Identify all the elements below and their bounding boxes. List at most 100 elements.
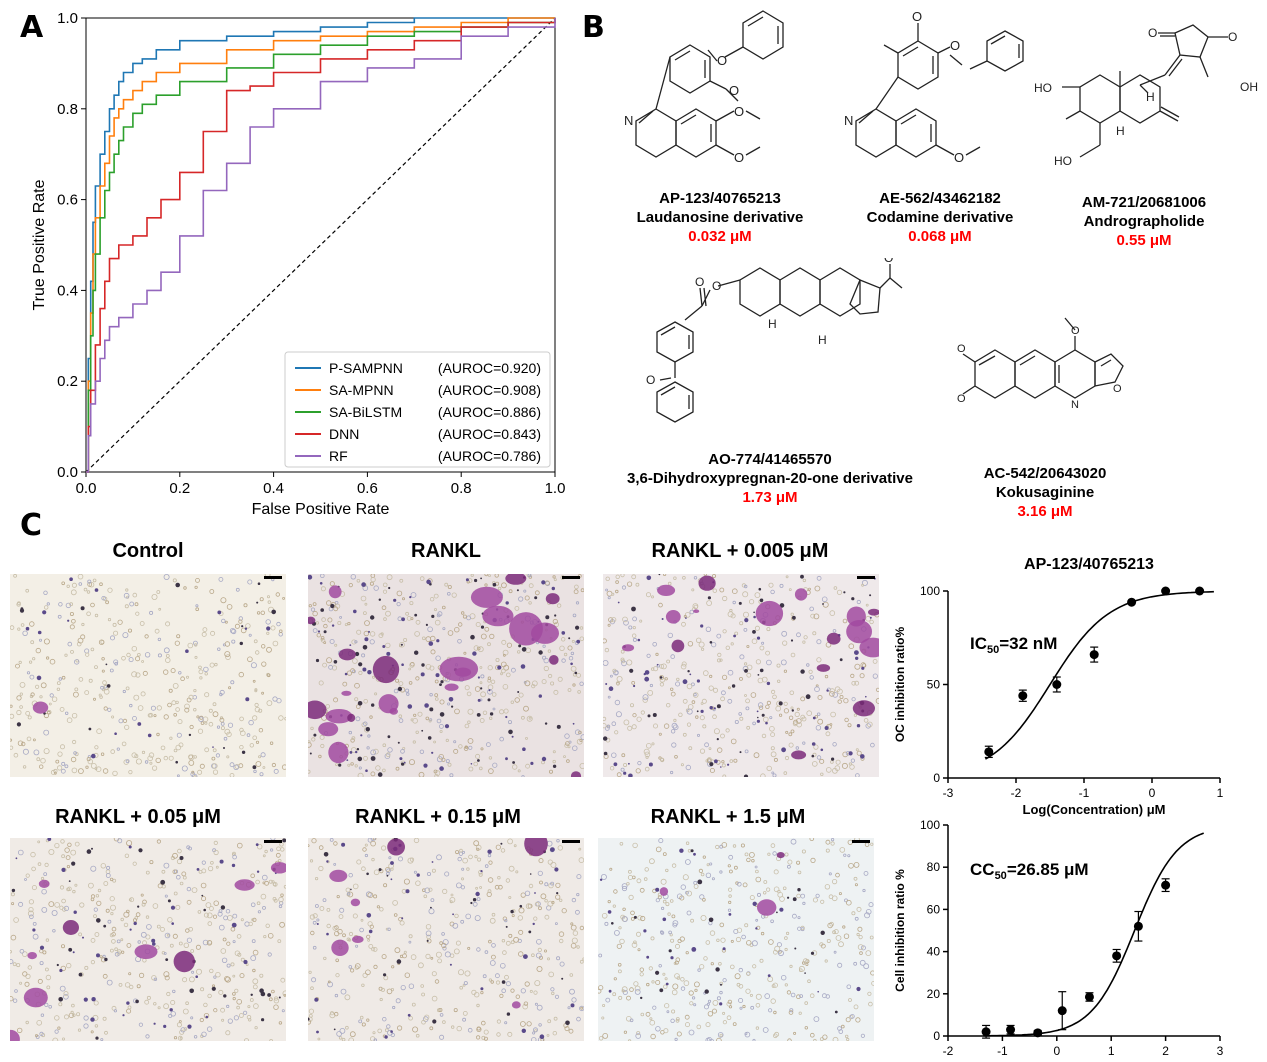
cell (69, 602, 73, 607)
cell (506, 672, 511, 678)
cell (338, 914, 344, 919)
cell (716, 996, 721, 1001)
cell (544, 914, 550, 920)
cell (254, 689, 258, 693)
cell (213, 900, 219, 906)
cell (185, 1001, 189, 1006)
micrograph-title: RANKL + 0.05 μM (55, 806, 221, 828)
cell (238, 671, 244, 678)
cell (664, 1003, 670, 1009)
cell (269, 848, 274, 852)
cell (848, 762, 852, 766)
cell (379, 997, 383, 1002)
nucleus (331, 624, 335, 627)
cell (231, 639, 236, 644)
cell (412, 718, 418, 724)
cell (197, 728, 204, 734)
nucleus (658, 574, 661, 576)
nucleus (544, 722, 548, 725)
nucleus (36, 675, 42, 681)
cell (207, 993, 212, 999)
y-tick-label: 100 (920, 818, 940, 832)
cell (359, 1015, 364, 1020)
cell (675, 681, 681, 687)
cell (123, 592, 130, 599)
cell (399, 920, 405, 926)
cell (658, 964, 662, 968)
cell (223, 736, 228, 741)
cell (252, 984, 258, 990)
cell (113, 630, 119, 636)
cell (531, 1037, 537, 1041)
cell (670, 770, 674, 775)
cell (693, 884, 699, 889)
cell (37, 840, 41, 844)
cell (176, 634, 181, 639)
nucleus (791, 709, 794, 712)
cell (705, 626, 712, 632)
cell (738, 967, 743, 973)
nucleus (256, 601, 259, 604)
cell (334, 925, 339, 930)
cell (32, 738, 36, 742)
cell (790, 992, 796, 998)
osteoclast (659, 887, 669, 896)
nucleus (731, 684, 736, 688)
osteoclast (859, 637, 879, 658)
osteoclast (38, 879, 50, 888)
cell (865, 950, 872, 956)
cell (137, 705, 144, 711)
cell (713, 687, 719, 693)
cell (439, 1034, 445, 1040)
cell (484, 950, 489, 954)
nucleus (554, 614, 557, 617)
y-tick-label: 0.4 (57, 282, 78, 299)
cell (658, 732, 662, 736)
cell (110, 948, 114, 953)
cell (480, 633, 487, 640)
nucleus (401, 663, 404, 666)
nucleus (420, 672, 425, 677)
cell (438, 753, 444, 760)
cell (220, 1007, 226, 1013)
nucleus (854, 650, 859, 655)
cell (436, 718, 442, 724)
nucleus (510, 909, 514, 914)
cell (193, 775, 197, 777)
cell (35, 647, 41, 654)
x-tick-label: -1 (997, 1044, 1008, 1058)
cell (531, 953, 535, 957)
cell (230, 962, 235, 967)
cell (272, 696, 278, 702)
cell (802, 901, 806, 906)
cell (57, 614, 62, 619)
cell (567, 745, 571, 749)
cell (34, 1034, 38, 1038)
cell (728, 894, 732, 898)
cell (856, 932, 860, 937)
cell (148, 752, 155, 758)
cell (103, 881, 109, 886)
nucleus (370, 615, 375, 620)
x-tick-label: 0.6 (357, 480, 378, 497)
cell (71, 1013, 76, 1018)
cell (96, 728, 102, 735)
cell (579, 626, 584, 630)
osteoclast (352, 935, 364, 943)
osteoclast (868, 608, 879, 616)
cell (461, 850, 465, 854)
cell (496, 1019, 501, 1024)
cell (29, 621, 35, 627)
cell (692, 996, 696, 1000)
molecule-ac542: O O O N O (957, 317, 1124, 411)
osteoclast (791, 750, 807, 760)
cell (757, 702, 764, 708)
cell (367, 734, 371, 738)
nucleus (851, 597, 855, 601)
nucleus (196, 868, 200, 871)
cell (785, 575, 789, 579)
nucleus (646, 955, 650, 959)
fit-curve (983, 832, 1204, 1037)
cell (77, 574, 84, 580)
cell (552, 575, 556, 579)
